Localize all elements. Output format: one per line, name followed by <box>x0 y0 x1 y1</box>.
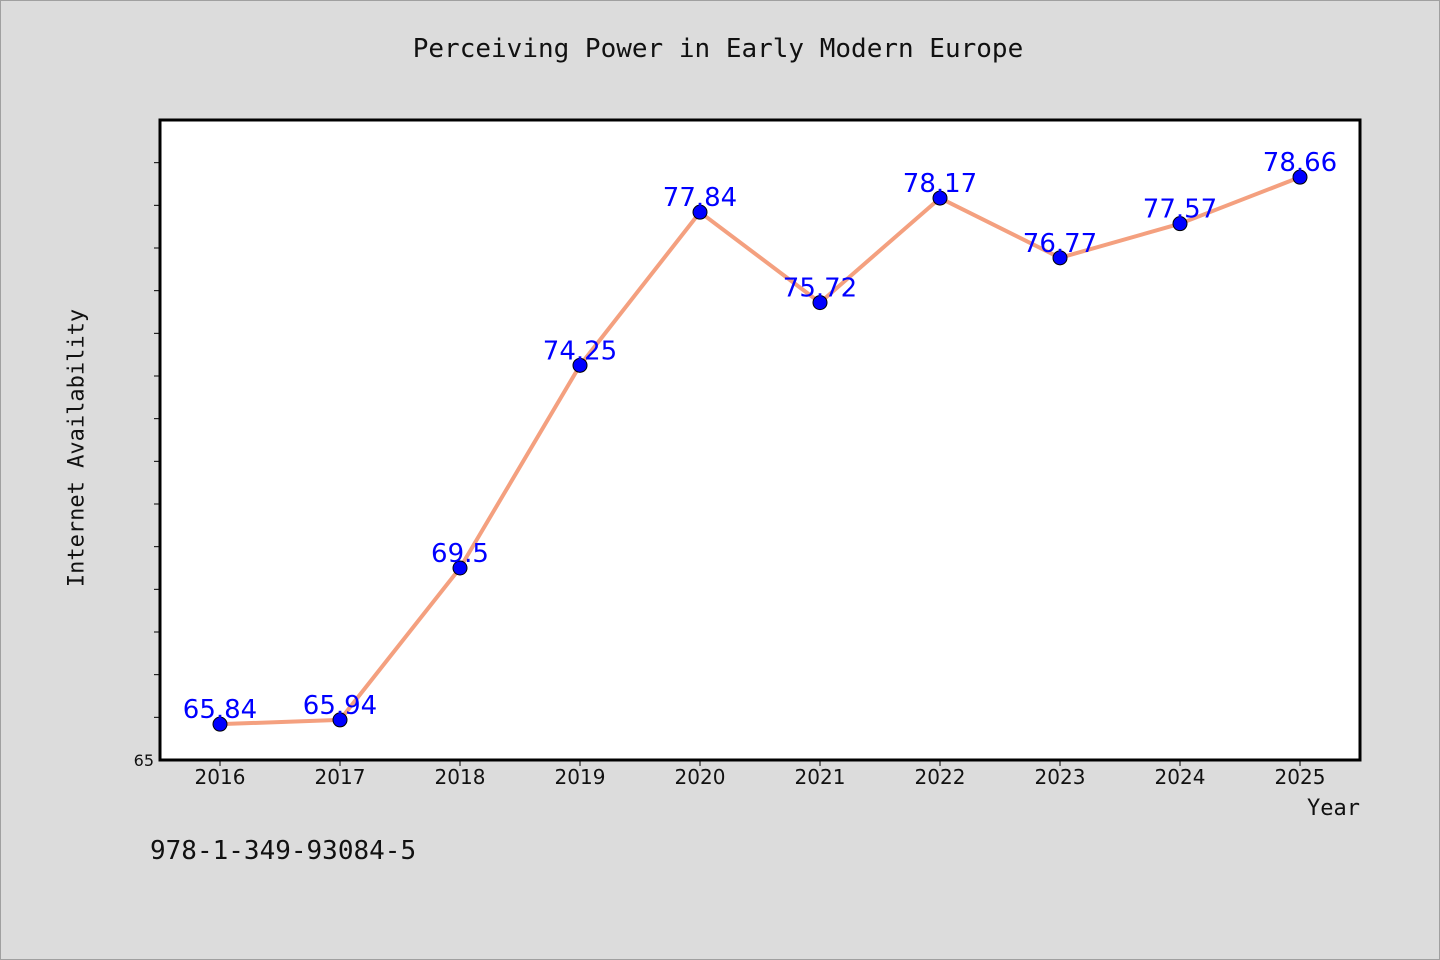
data-label: 69.5 <box>431 539 489 569</box>
x-tick-label: 2017 <box>315 765 366 789</box>
x-tick-label: 2019 <box>555 765 606 789</box>
data-point <box>452 560 468 576</box>
isbn-code: 978-1-349-93084-5 <box>150 836 417 866</box>
x-tick-label: 2025 <box>1275 765 1326 789</box>
data-label: 74.25 <box>543 336 617 366</box>
data-label: 78.66 <box>1263 148 1337 178</box>
y-tick-label: 65 <box>134 751 154 770</box>
x-tick-label: 2022 <box>915 765 966 789</box>
data-label: 65.84 <box>183 695 257 725</box>
x-tick-label: 2023 <box>1035 765 1086 789</box>
data-point <box>332 712 348 728</box>
chart-title: Perceiving Power in Early Modern Europe <box>412 34 1024 64</box>
data-point <box>572 357 588 373</box>
data-point <box>1052 250 1068 266</box>
data-point <box>812 295 828 311</box>
plot-frame <box>158 118 1362 762</box>
data-label: 77.57 <box>1143 195 1217 225</box>
data-point <box>1292 169 1308 185</box>
data-label: 76.77 <box>1023 229 1097 259</box>
data-point <box>692 204 708 220</box>
data-point <box>212 716 228 732</box>
x-tick-label: 2016 <box>195 765 246 789</box>
series-line <box>218 175 1302 727</box>
x-tick-label: 2020 <box>675 765 726 789</box>
x-tick-label: 2024 <box>1155 765 1206 789</box>
data-point <box>932 190 948 206</box>
data-label: 75.72 <box>783 274 857 304</box>
x-tick-label: 2018 <box>435 765 486 789</box>
x-tick-label: 2021 <box>795 765 846 789</box>
data-point <box>1172 216 1188 232</box>
data-label: 77.84 <box>663 183 737 213</box>
data-label: 78.17 <box>903 169 977 199</box>
data-label: 65.94 <box>303 691 377 721</box>
x-axis-label: Year <box>1307 796 1360 821</box>
